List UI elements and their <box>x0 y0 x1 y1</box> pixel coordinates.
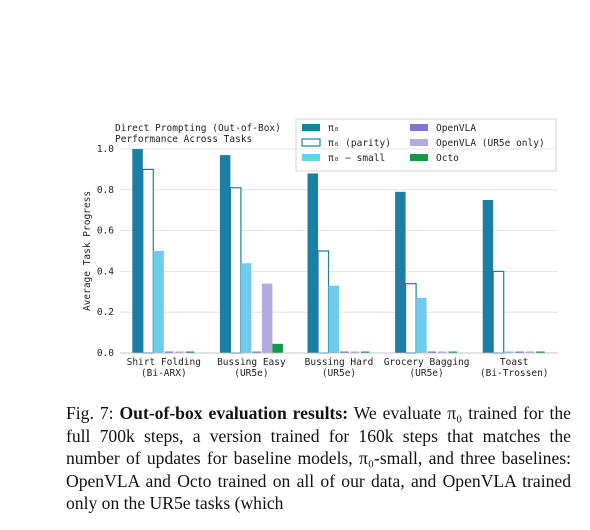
x-tick-label: Shirt Folding <box>127 357 201 368</box>
x-tick-label: Bussing Hard <box>305 357 374 368</box>
x-tick-label: (Bi-Trossen) <box>480 368 549 379</box>
bar <box>219 155 231 353</box>
zero-stub <box>361 351 370 353</box>
legend-label: OpenVLA <box>436 123 476 134</box>
zero-stub <box>515 351 524 353</box>
zero-stub <box>350 351 359 353</box>
caption-text: We evaluate π₀ trained for the full 700k… <box>66 403 571 513</box>
zero-stub <box>504 351 514 353</box>
bar <box>132 149 143 353</box>
chart-title: Performance Across Tasks <box>115 134 252 145</box>
y-tick-label: 0.8 <box>97 185 114 196</box>
bar <box>307 173 318 353</box>
bar <box>328 285 339 353</box>
bar <box>142 168 154 354</box>
legend-label: π₀ <box>328 123 339 134</box>
bar <box>261 283 273 353</box>
legend-swatch <box>302 124 320 131</box>
zero-stub <box>536 351 545 353</box>
zero-stub <box>185 351 195 353</box>
x-tick-label: Grocery Bagging <box>384 357 470 368</box>
zero-stub <box>175 351 184 353</box>
legend-swatch <box>410 124 428 131</box>
chart-title: Direct Prompting (Out-of-Box) <box>115 123 281 134</box>
y-tick-label: 1.0 <box>97 144 114 155</box>
bar <box>272 343 283 353</box>
zero-stub <box>164 351 174 353</box>
y-tick-label: 0.6 <box>97 226 114 237</box>
zero-stub <box>525 351 535 353</box>
x-tick-label: Toast <box>500 357 529 368</box>
x-tick-label: (Bi-ARX) <box>141 368 187 379</box>
legend-swatch <box>301 138 321 147</box>
bar <box>240 263 252 353</box>
legend-swatch <box>410 139 428 146</box>
zero-stub <box>252 351 261 353</box>
chart: Direct Prompting (Out-of-Box) Performanc… <box>82 118 558 379</box>
bar <box>482 200 494 353</box>
x-tick-label: (UR5e) <box>234 368 268 379</box>
x-tick-label: (UR5e) <box>409 368 443 379</box>
legend-label: OpenVLA (UR5e only) <box>436 138 545 149</box>
caption-label: Fig. 7: <box>66 403 114 423</box>
bar <box>416 297 427 353</box>
bar <box>153 251 164 353</box>
y-axis-label: Average Task Progress <box>82 191 93 311</box>
zero-stub <box>438 351 447 353</box>
legend-label: π₀ (parity) <box>328 138 391 149</box>
x-tick-label: Bussing Easy <box>217 357 286 368</box>
bar <box>317 250 330 354</box>
legend-label: Octo <box>436 153 459 164</box>
y-tick-label: 0.4 <box>97 266 114 277</box>
y-tick-label: 0.0 <box>97 348 114 359</box>
caption: Fig. 7: Out-of-box evaluation results: W… <box>66 402 571 515</box>
bar <box>395 191 406 353</box>
bar <box>229 187 242 354</box>
caption-heading: Out-of-box evaluation results: <box>119 403 349 423</box>
legend-label: π₀ − small <box>328 153 385 164</box>
zero-stub <box>427 351 437 353</box>
bar <box>405 283 417 354</box>
legend-swatch <box>302 154 320 161</box>
zero-stub <box>340 351 349 353</box>
bar <box>492 270 505 354</box>
x-tick-label: (UR5e) <box>322 368 356 379</box>
legend-swatch <box>410 154 428 161</box>
zero-stub <box>448 351 458 353</box>
y-tick-label: 0.2 <box>97 307 114 318</box>
